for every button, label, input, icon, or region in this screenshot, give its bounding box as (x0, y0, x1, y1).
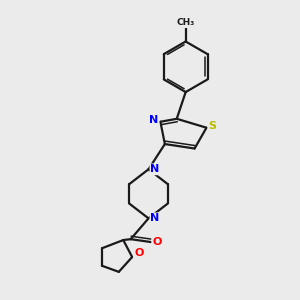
Text: O: O (134, 248, 143, 258)
Text: S: S (208, 121, 216, 131)
Text: CH₃: CH₃ (176, 18, 195, 27)
Text: N: N (149, 115, 158, 125)
Text: N: N (150, 164, 160, 174)
Text: O: O (152, 237, 161, 247)
Text: N: N (150, 213, 160, 224)
